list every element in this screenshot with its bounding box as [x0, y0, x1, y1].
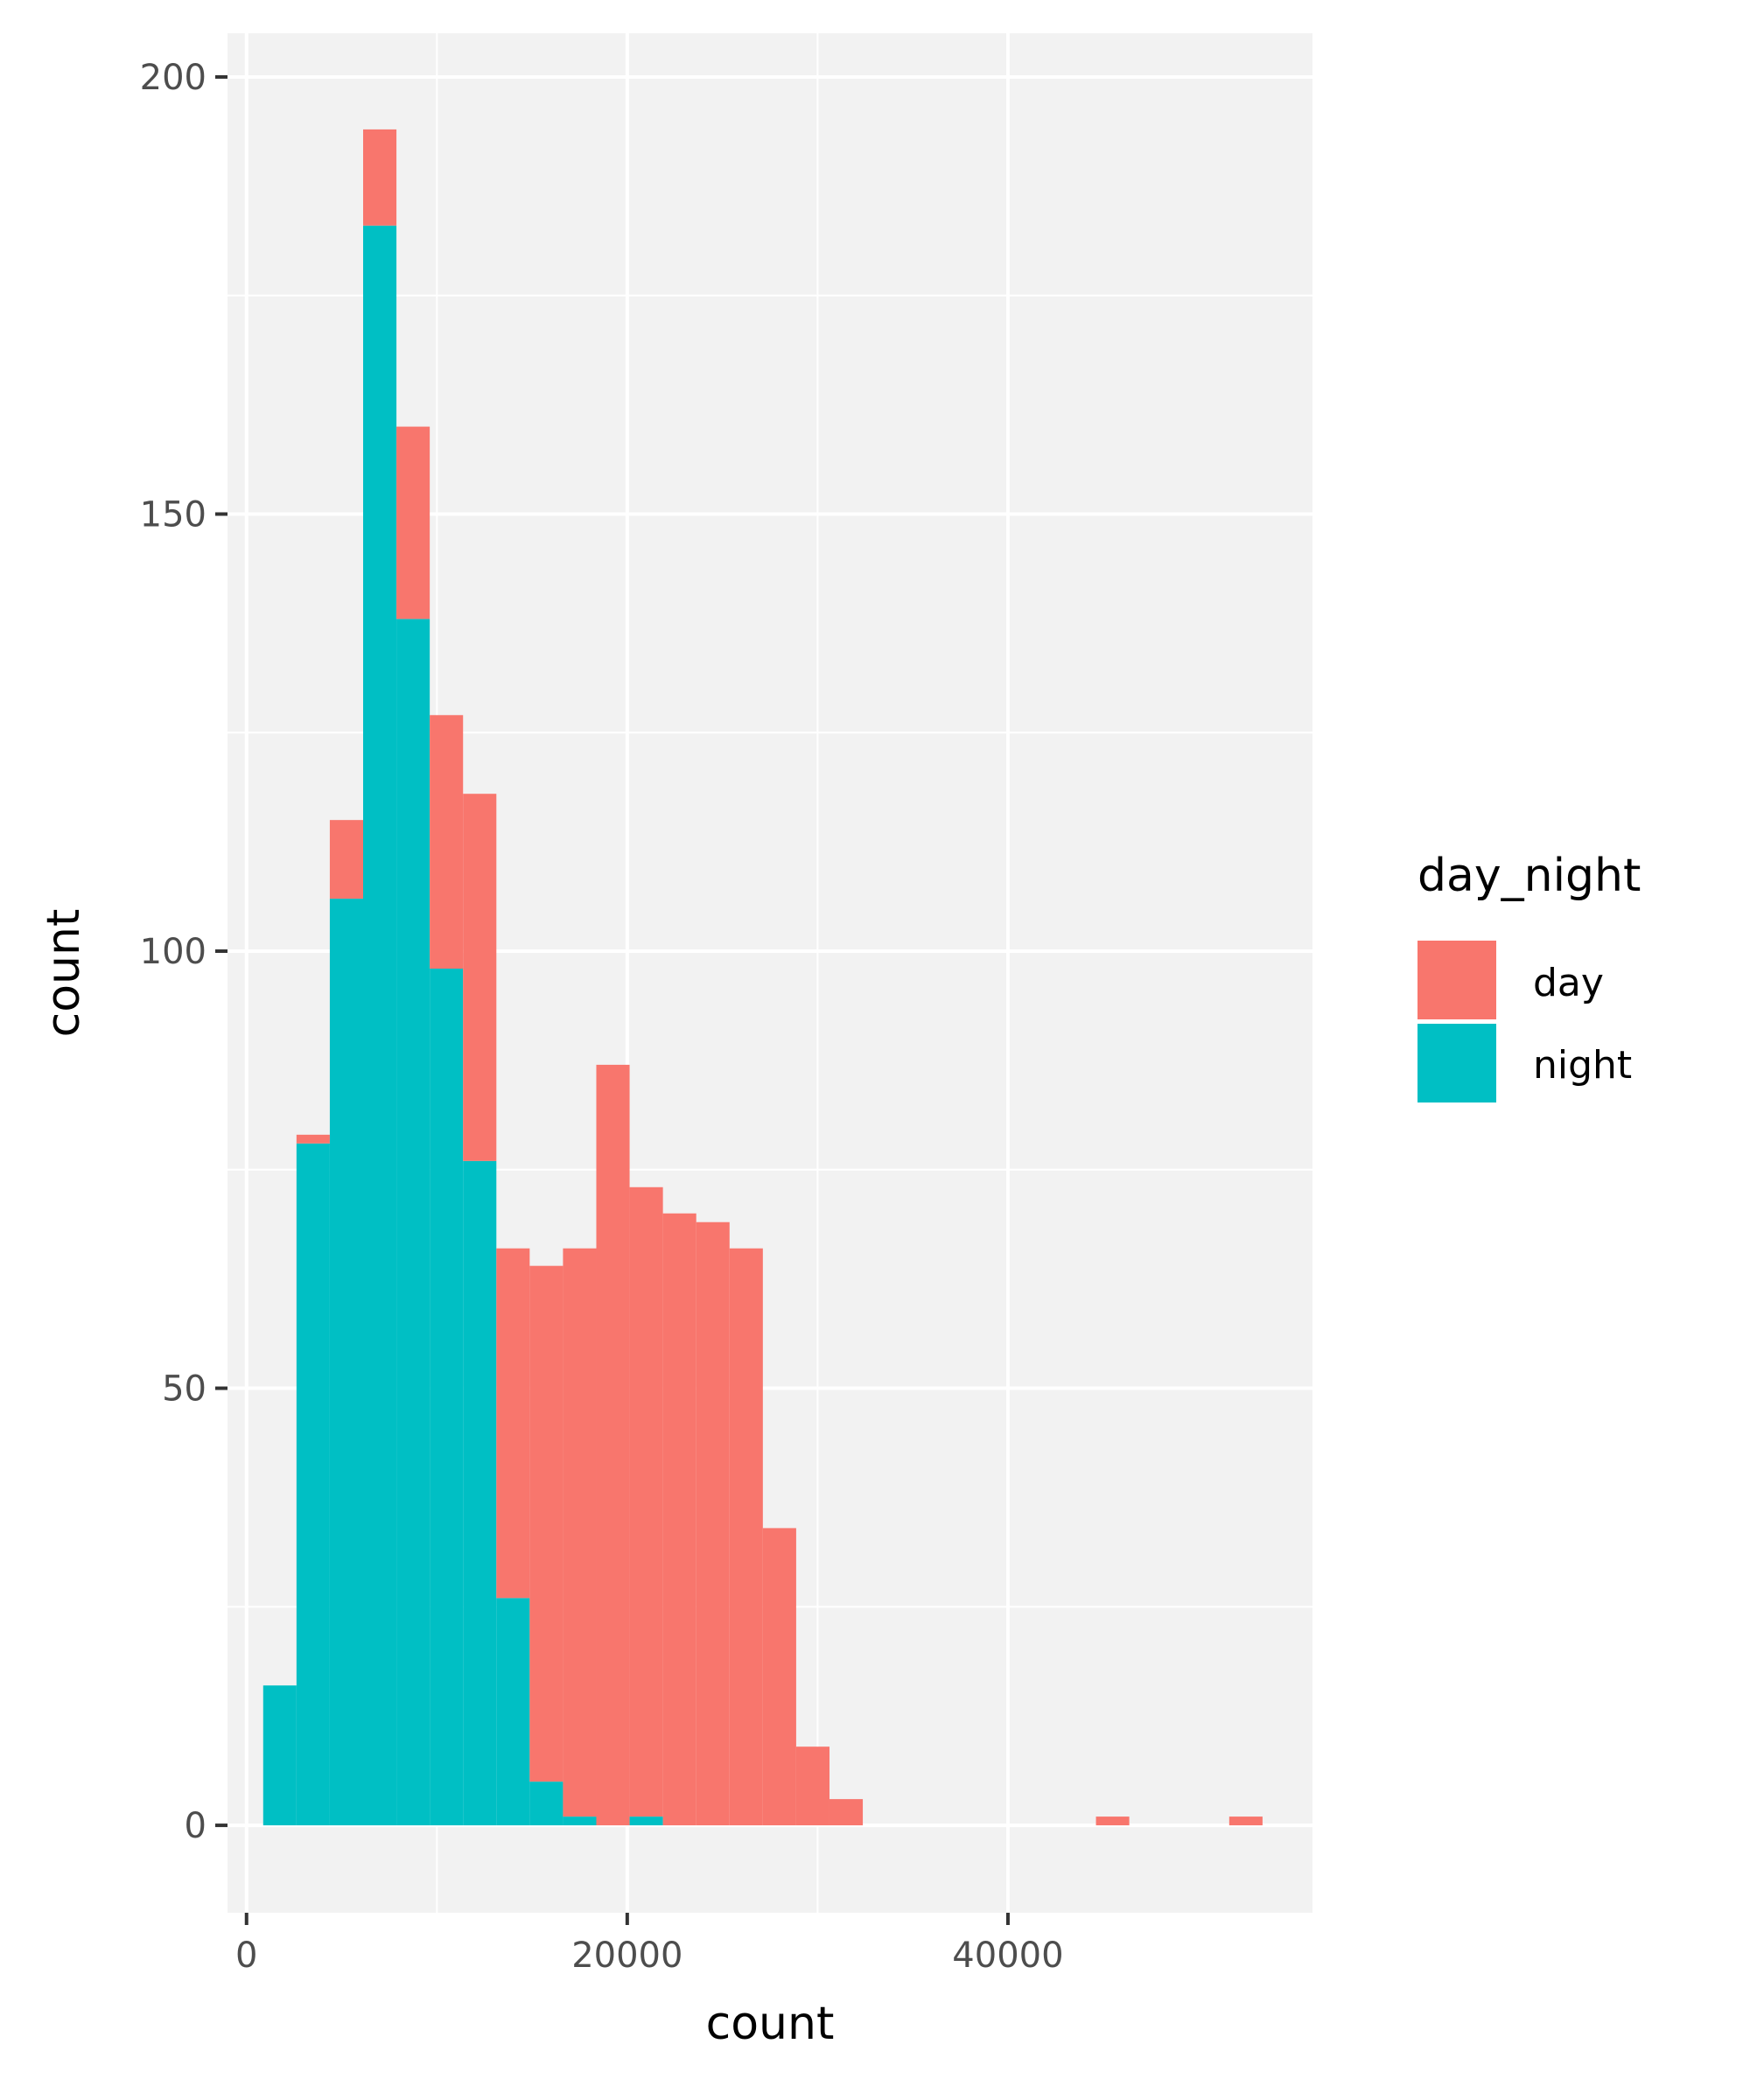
bar-day: [629, 1186, 663, 1817]
bar-night: [363, 225, 397, 1826]
bar-night: [496, 1598, 530, 1826]
bar-night: [563, 1816, 597, 1826]
bar-night: [430, 969, 464, 1826]
bar-night: [529, 1782, 564, 1826]
x-tick-label: 0: [235, 1936, 257, 1976]
bar-day: [396, 426, 430, 620]
legend-title: day_night: [1418, 850, 1641, 902]
y-tick-label: 0: [185, 1806, 206, 1846]
bar-day: [496, 1248, 530, 1599]
bar-day: [430, 715, 464, 970]
bar-night: [262, 1685, 297, 1826]
y-axis-title: count: [38, 909, 90, 1038]
legend-key-night: [1418, 1024, 1496, 1102]
bar-day: [363, 129, 397, 226]
legend-label-day: day: [1533, 961, 1604, 1005]
bar-night: [296, 1143, 330, 1826]
bar-day: [529, 1265, 564, 1782]
legend: day_night day night: [1418, 850, 1641, 1102]
bar-night: [629, 1816, 663, 1826]
y-tick-label: 50: [162, 1369, 206, 1410]
bar-day: [329, 820, 363, 900]
legend-key-day: [1418, 941, 1496, 1019]
y-tick-label: 150: [140, 494, 206, 535]
bar-day: [795, 1746, 830, 1826]
bar-day: [762, 1528, 796, 1826]
x-axis-title: count: [706, 1998, 835, 2050]
bar-night: [329, 899, 363, 1826]
bars-layer: [262, 129, 1263, 1826]
bar-day: [829, 1799, 864, 1826]
bar-night: [396, 619, 430, 1826]
bar-day: [729, 1248, 763, 1826]
y-axis: 0 50 100 150 200: [140, 58, 228, 1846]
bar-day: [463, 794, 497, 1161]
bar-day: [662, 1213, 696, 1826]
bar-day: [596, 1064, 630, 1826]
bar-day: [296, 1134, 330, 1144]
bar-day: [696, 1222, 730, 1826]
bar-day: [563, 1248, 597, 1817]
x-axis: 0 20000 40000: [235, 1913, 1064, 1976]
x-tick-label: 40000: [952, 1936, 1063, 1976]
legend-label-night: night: [1533, 1043, 1632, 1088]
bar-day: [1096, 1816, 1130, 1826]
bar-night: [463, 1160, 497, 1826]
y-tick-label: 200: [140, 58, 206, 98]
x-tick-label: 20000: [571, 1936, 682, 1976]
y-tick-label: 100: [140, 932, 206, 972]
bar-day: [1228, 1816, 1263, 1826]
